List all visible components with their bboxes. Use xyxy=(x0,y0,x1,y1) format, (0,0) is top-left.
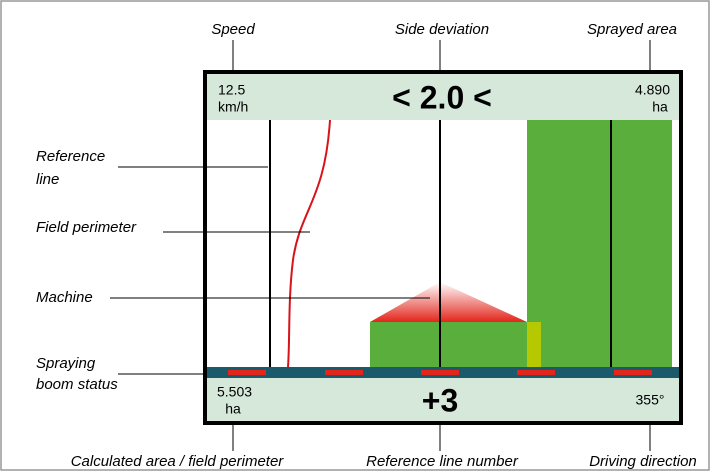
reference-line-number-value: +3 xyxy=(422,382,458,418)
sprayed-area-unit: ha xyxy=(652,99,668,115)
callout: line xyxy=(36,171,59,188)
calculated-area-unit: ha xyxy=(225,401,241,417)
callout: Reference xyxy=(36,148,105,165)
machine-edge xyxy=(527,322,541,367)
machine-body xyxy=(370,322,527,367)
callout: Calculated area / field perimeter xyxy=(71,453,285,470)
callout: Machine xyxy=(36,289,93,306)
callout: Side deviation xyxy=(395,21,489,38)
diagram: 12.5 km/h < 2.0 < 4.890 ha 5.503 ha +3 3… xyxy=(0,0,711,472)
callout: Spraying xyxy=(36,355,96,372)
callout: boom status xyxy=(36,376,118,393)
callout: Driving direction xyxy=(589,453,697,470)
side-deviation-value: < 2.0 < xyxy=(392,79,492,115)
callout: Reference line number xyxy=(366,453,519,470)
speed-value: 12.5 xyxy=(218,82,245,98)
callout: Speed xyxy=(211,21,255,38)
callout: Sprayed area xyxy=(587,21,677,38)
sprayed-field xyxy=(527,120,672,367)
sprayed-area-value: 4.890 xyxy=(635,82,670,98)
speed-unit: km/h xyxy=(218,99,248,115)
driving-direction-value: 355° xyxy=(636,392,665,408)
callout: Field perimeter xyxy=(36,219,137,236)
calculated-area-value: 5.503 xyxy=(217,384,252,400)
